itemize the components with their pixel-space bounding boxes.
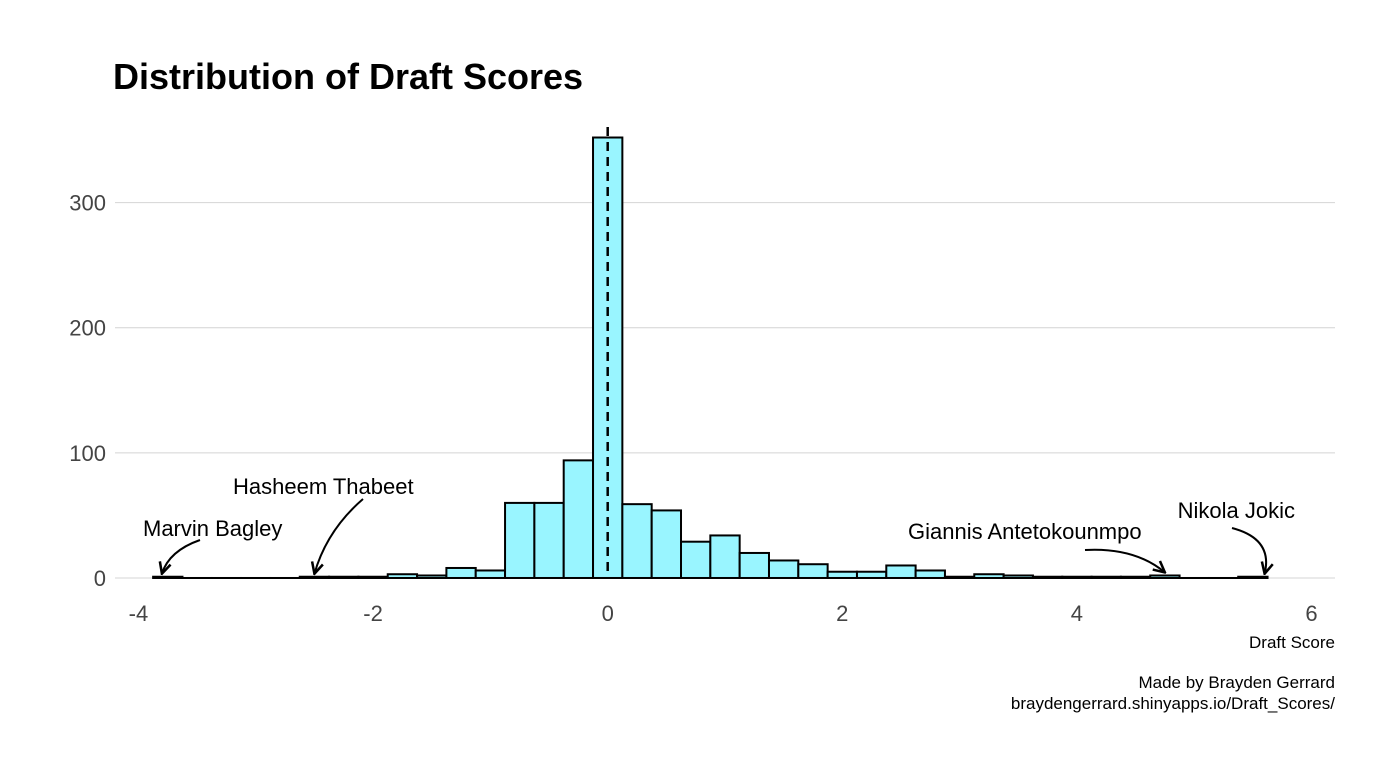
y-tick-label: 100 <box>69 441 106 466</box>
histogram-bar <box>650 509 683 579</box>
histogram-bar <box>504 501 536 579</box>
histogram-bar <box>1031 575 1064 579</box>
histogram-bar <box>386 573 419 579</box>
annotation-label: Giannis Antetokounmpo <box>908 519 1142 544</box>
histogram-bar <box>1061 575 1093 579</box>
histogram-bar <box>767 559 800 579</box>
histogram-bar <box>562 459 595 579</box>
y-tick-label: 300 <box>69 191 106 216</box>
chart-title: Distribution of Draft Scores <box>113 56 584 97</box>
histogram-bar <box>885 564 917 579</box>
histogram-bar <box>973 573 1005 579</box>
histogram-bar <box>1090 575 1122 579</box>
axes: 0 100 200 300 -4 -2 0 2 4 6 Draft Score <box>69 191 1335 652</box>
histogram-bar <box>1002 574 1034 579</box>
annotation-arrow <box>1231 527 1266 574</box>
histogram-bar <box>328 575 360 579</box>
annotation-label: Hasheem Thabeet <box>233 474 414 499</box>
annotation-label: Nikola Jokic <box>1178 498 1295 523</box>
x-tick-label: 6 <box>1305 601 1317 626</box>
caption-author: Made by Brayden Gerrard <box>1138 673 1335 692</box>
histogram-bar <box>797 563 829 579</box>
annotations: Marvin Bagley Hasheem Thabeet Giannis Ante… <box>143 474 1295 574</box>
histogram-bar <box>738 551 770 579</box>
histogram-bar <box>298 575 331 579</box>
histogram-bar <box>1237 575 1269 579</box>
histogram-bar <box>445 566 477 579</box>
histogram-bar <box>1149 574 1181 579</box>
caption-url: braydengerrard.shinyapps.io/Draft_Scores… <box>1010 694 1335 713</box>
x-tick-label: 4 <box>1071 601 1083 626</box>
histogram-bar <box>621 503 653 579</box>
histogram-bar <box>680 540 712 579</box>
histogram-bar <box>357 575 389 579</box>
x-tick-label: -2 <box>363 601 383 626</box>
histogram-bar <box>416 574 448 579</box>
histogram-bar <box>152 575 184 579</box>
y-tick-label: 200 <box>69 316 106 341</box>
annotation-arrow <box>162 539 201 574</box>
y-tick-label: 0 <box>94 566 106 591</box>
histogram-bar <box>533 501 565 579</box>
histogram-bar <box>855 570 888 579</box>
histogram-bar <box>914 569 946 579</box>
x-tick-label: 0 <box>602 601 614 626</box>
chart-caption: Made by Brayden Gerrard braydengerrard.s… <box>1011 672 1335 714</box>
histogram-bar <box>826 570 858 579</box>
histogram-bar <box>474 569 507 579</box>
histogram-bar <box>943 575 976 579</box>
gridlines <box>115 202 1335 579</box>
annotation-label: Marvin Bagley <box>143 516 282 541</box>
x-tick-label: 2 <box>836 601 848 626</box>
annotation-arrow <box>1084 548 1165 573</box>
x-tick-label: -4 <box>129 601 149 626</box>
histogram-bar <box>709 534 741 579</box>
x-axis-label: Draft Score <box>1249 633 1335 652</box>
histogram-bar <box>1119 575 1152 579</box>
histogram-bars <box>152 136 1269 579</box>
annotation-arrow <box>314 498 364 574</box>
